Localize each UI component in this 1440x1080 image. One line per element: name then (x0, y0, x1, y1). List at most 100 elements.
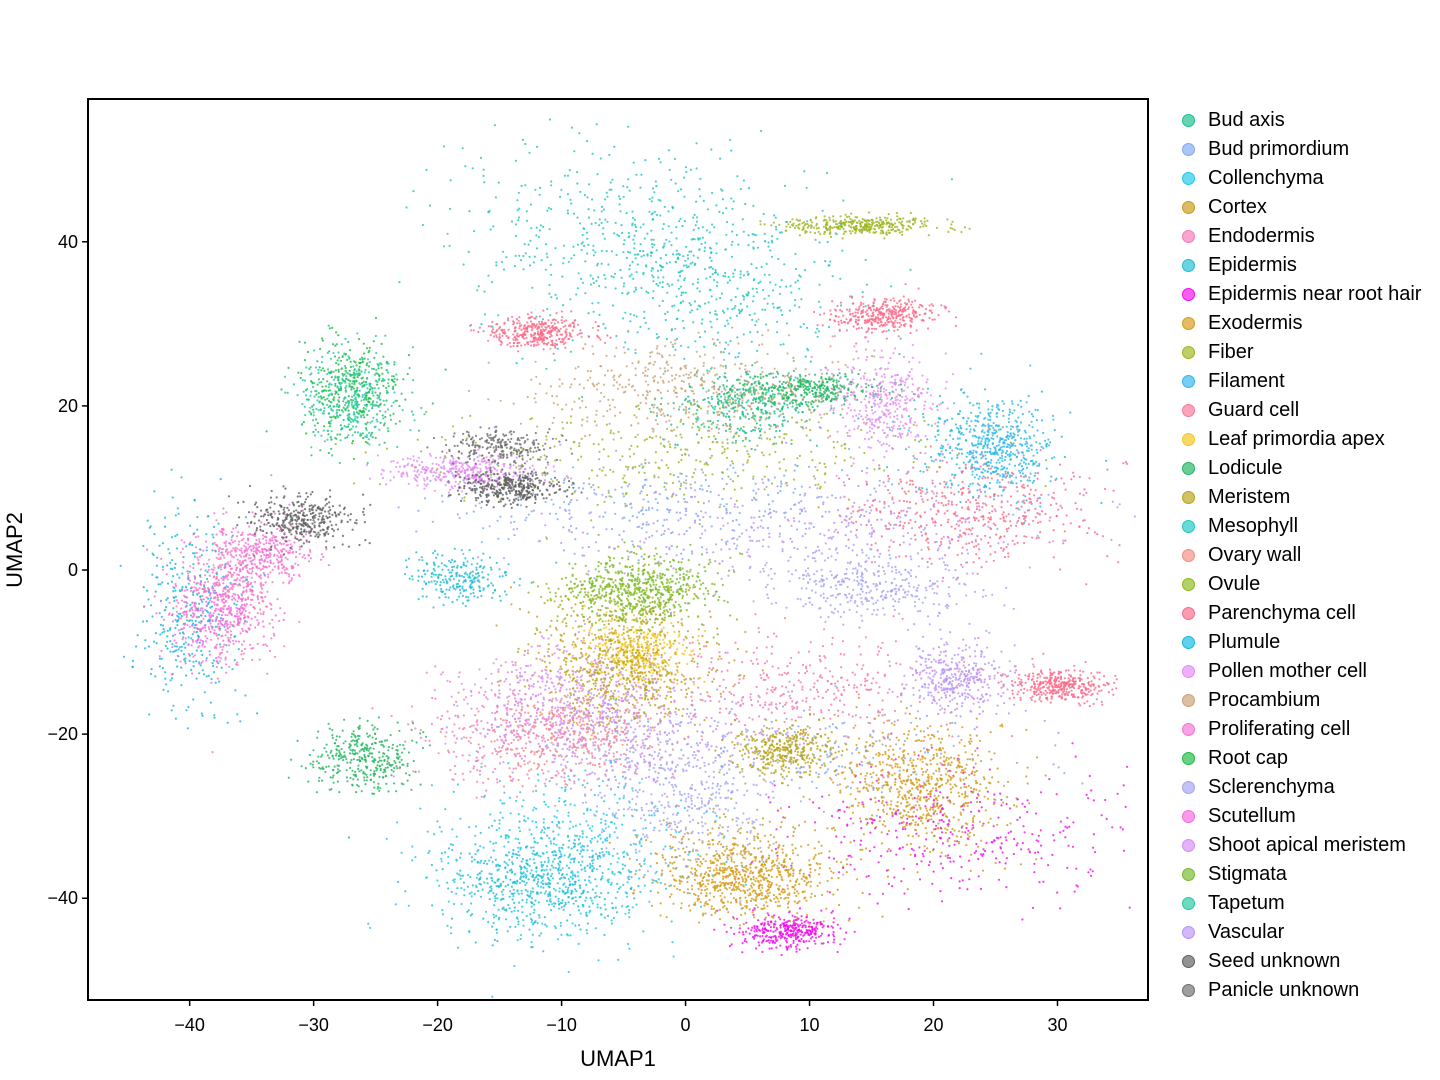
scatter-point (545, 868, 548, 871)
scatter-point (635, 699, 638, 702)
scatter-point (676, 443, 679, 447)
scatter-point (218, 660, 221, 663)
scatter-point (525, 898, 529, 901)
scatter-point (728, 410, 731, 413)
scatter-point (921, 487, 924, 490)
scatter-point (967, 801, 970, 805)
scatter-point (510, 910, 513, 913)
scatter-point (907, 834, 910, 837)
scatter-point (431, 571, 434, 574)
scatter-point (476, 456, 479, 459)
scatter-point (729, 423, 732, 426)
scatter-point (592, 484, 595, 487)
scatter-point (494, 899, 497, 903)
scatter-point (1111, 826, 1114, 829)
scatter-point (914, 408, 917, 411)
scatter-point (661, 524, 665, 527)
scatter-point (558, 864, 561, 867)
scatter-point (1052, 763, 1055, 766)
scatter-point (1039, 791, 1043, 794)
scatter-point (718, 918, 722, 921)
scatter-point (757, 407, 760, 410)
scatter-point (441, 913, 444, 916)
scatter-point (865, 875, 868, 878)
scatter-point (546, 865, 549, 868)
scatter-point (574, 538, 577, 541)
scatter-point (881, 892, 885, 895)
scatter-point (484, 910, 488, 913)
scatter-point (473, 576, 476, 579)
scatter-point (446, 924, 449, 927)
scatter-point (253, 563, 257, 566)
scatter-point (569, 501, 572, 504)
scatter-point (946, 856, 949, 859)
scatter-point (903, 739, 907, 743)
scatter-point (175, 599, 178, 602)
scatter-point (982, 447, 985, 450)
scatter-point (521, 872, 524, 875)
scatter-point (260, 585, 263, 588)
scatter-point (595, 895, 598, 898)
scatter-point (1039, 829, 1042, 832)
scatter-point (968, 758, 972, 761)
scatter-point (759, 424, 762, 427)
scatter-point (438, 884, 441, 887)
scatter-point (613, 793, 616, 796)
scatter-point (621, 517, 624, 520)
scatter-point (1063, 772, 1066, 775)
scatter-point (914, 823, 917, 826)
scatter-point (937, 822, 940, 825)
scatter-point (754, 899, 757, 903)
scatter-point (598, 851, 601, 855)
scatter-point (561, 820, 564, 823)
scatter-point (644, 478, 647, 481)
scatter-point (552, 830, 555, 833)
scatter-point (572, 860, 576, 864)
scatter-point (723, 387, 726, 390)
scatter-point (456, 598, 459, 601)
scatter-point (588, 862, 592, 866)
scatter-point (867, 874, 870, 878)
scatter-point (649, 717, 652, 720)
scatter-point (554, 854, 558, 857)
scatter-point (625, 852, 629, 855)
scatter-point (412, 770, 415, 773)
scatter-point (512, 888, 515, 891)
scatter-point (183, 589, 186, 592)
scatter-point (980, 839, 983, 842)
scatter-point (569, 803, 572, 806)
scatter-point (493, 916, 496, 919)
scatter-point (897, 469, 900, 472)
scatter-point (804, 820, 807, 823)
scatter-point (476, 562, 479, 565)
scatter-point (564, 903, 567, 906)
scatter-point (772, 836, 776, 839)
scatter-point (543, 660, 547, 663)
scatter-point (832, 917, 836, 920)
scatter-point (474, 572, 477, 575)
scatter-point (488, 898, 491, 901)
scatter-point (210, 638, 213, 641)
scatter-point (940, 724, 943, 728)
scatter-point (558, 849, 561, 852)
scatter-point (651, 403, 654, 407)
scatter-point (259, 591, 262, 594)
scatter-point (577, 942, 580, 946)
scatter-point (824, 772, 827, 775)
scatter-point (571, 922, 574, 925)
scatter-point (498, 822, 501, 825)
scatter-point (513, 520, 516, 524)
scatter-point (1006, 796, 1009, 799)
scatter-point (535, 711, 539, 714)
scatter-point (447, 596, 450, 599)
scatter-point (476, 861, 479, 864)
scatter-point (407, 904, 410, 907)
scatter-point (936, 425, 939, 428)
scatter-point (828, 867, 831, 870)
scatter-point (699, 536, 702, 540)
scatter-point (549, 625, 552, 628)
scatter-point (482, 567, 485, 570)
scatter-point (795, 916, 799, 919)
scatter-point (699, 874, 702, 877)
scatter-point (492, 921, 495, 925)
